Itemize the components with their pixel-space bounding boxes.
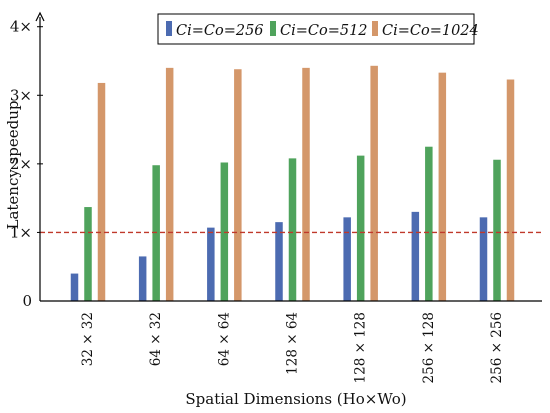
bar	[493, 159, 501, 301]
x-tick-label: 128 × 128	[353, 312, 369, 383]
y-tick-label: 0	[22, 292, 32, 310]
x-tick-label: 64 × 32	[148, 312, 164, 366]
y-axis-label: Latency speedup	[4, 100, 22, 229]
x-tick-label: 64 × 64	[216, 312, 232, 366]
bar	[343, 217, 351, 301]
bar	[370, 65, 378, 301]
legend-label: Ci=Co=512	[280, 23, 368, 39]
y-tick-label: 2×	[10, 155, 32, 173]
legend-box	[157, 13, 475, 45]
y-axis-arrow	[35, 11, 45, 22]
legend: Ci=Co=256 Ci=Co=512 Ci=Co=1024	[157, 13, 479, 45]
y-tick-label: 1×	[10, 223, 32, 241]
legend-label: Ci=Co=256	[176, 23, 264, 39]
bar	[479, 217, 488, 301]
x-tick-label: 128 × 64	[285, 312, 301, 375]
x-tick-label: 32 × 32	[80, 312, 96, 366]
bar	[425, 146, 433, 301]
bar	[234, 69, 242, 301]
bar	[84, 207, 92, 301]
legend-swatch	[270, 21, 276, 36]
bar	[220, 162, 229, 301]
x-axis-label: Spatial Dimensions (Ho×Wo)	[185, 390, 406, 408]
y-tick-label: 3×	[10, 86, 32, 104]
bar	[97, 82, 106, 301]
bar	[152, 165, 160, 301]
bar	[165, 67, 174, 301]
bar	[275, 222, 283, 301]
bar	[138, 256, 147, 301]
bar	[288, 158, 297, 301]
bar	[302, 67, 310, 301]
bar	[70, 273, 79, 301]
bars	[70, 65, 515, 301]
y-tick-label: 4×	[10, 18, 32, 36]
bar	[356, 155, 365, 301]
bar	[438, 72, 447, 301]
x-tick-label: 256 × 128	[421, 312, 437, 383]
bar	[506, 79, 515, 301]
bar	[207, 227, 215, 301]
legend-label: Ci=Co=1024	[382, 23, 479, 39]
legend-swatch	[166, 21, 172, 36]
y-axis-ticks: 0 1× 2× 3× 4×	[10, 18, 43, 310]
bar	[411, 211, 420, 301]
x-axis-category-labels: 32 × 32 64 × 32 64 × 64 128 × 64 128 × 128 25…	[80, 312, 505, 383]
x-tick-label: 256 × 256	[489, 312, 505, 383]
legend-swatch	[372, 21, 378, 36]
axes	[35, 11, 542, 302]
